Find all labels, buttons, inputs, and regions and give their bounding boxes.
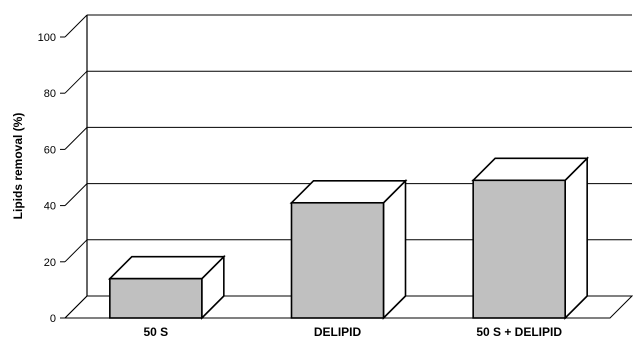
- y-axis-title: Lipids removal (%): [11, 113, 25, 220]
- y-tick: [64, 295, 88, 319]
- bar-front: [290, 201, 385, 319]
- y-tick-label: 80: [44, 88, 56, 100]
- y-tick: [64, 127, 88, 150]
- x-tick-label: 50 S: [143, 325, 168, 339]
- y-tick-label: 0: [50, 313, 56, 325]
- bar-side: [564, 156, 588, 320]
- y-tick-label: 100: [38, 32, 56, 44]
- bar-side: [382, 178, 407, 320]
- y-tick-label: 20: [44, 257, 56, 269]
- bar-50-s: [107, 254, 226, 320]
- x-tick-label: 50 S + DELIPID: [476, 325, 562, 339]
- bar-delipid: [289, 178, 408, 320]
- y-tick: [64, 239, 88, 263]
- y-axis: 0 20 40 60 80 100: [38, 14, 88, 325]
- x-axis-labels: 50 S DELIPID 50 S + DELIPID: [143, 325, 562, 339]
- bar-50-s-delipid: [471, 156, 590, 320]
- y-tick-label: 40: [44, 201, 56, 213]
- y-tick: [64, 14, 88, 38]
- bars: [107, 156, 590, 320]
- y-tick: [64, 183, 88, 206]
- y-tick-label: 60: [44, 144, 56, 156]
- bar-front: [472, 179, 566, 319]
- x-tick-label: DELIPID: [314, 325, 362, 339]
- bar-front: [109, 277, 203, 319]
- y-tick: [64, 70, 88, 94]
